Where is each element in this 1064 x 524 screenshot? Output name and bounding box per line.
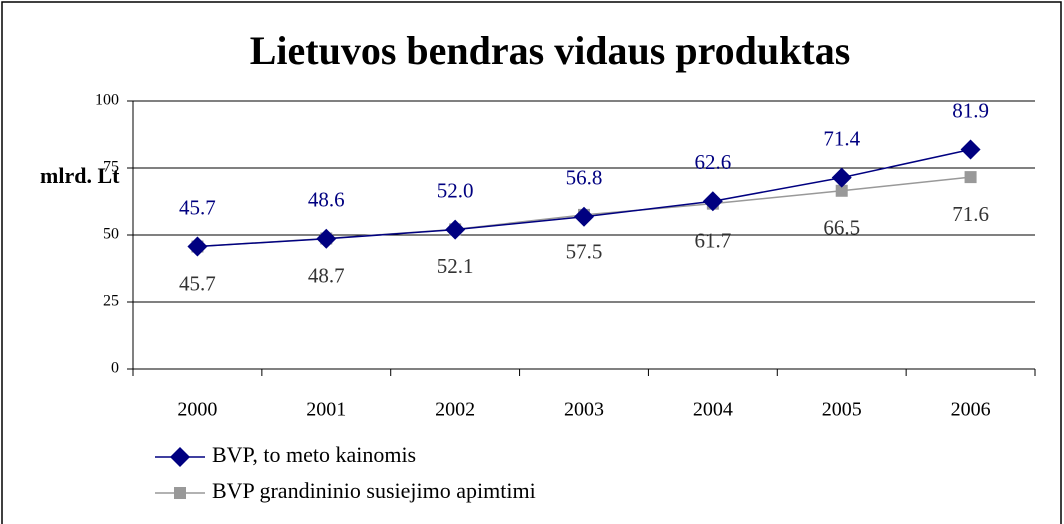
x-tick-label: 2002 xyxy=(435,399,475,421)
data-label: 61.7 xyxy=(694,228,731,252)
legend-marker xyxy=(174,487,186,499)
y-tick-label: 75 xyxy=(103,159,119,176)
point xyxy=(445,219,466,240)
x-tick-label: 2004 xyxy=(693,399,733,421)
y-tick-label: 50 xyxy=(103,226,119,243)
data-label: 45.7 xyxy=(179,271,216,295)
chart-title: Lietuvos bendras vidaus produktas xyxy=(250,28,851,73)
x-tick-label: 2000 xyxy=(177,399,217,421)
x-tick-label: 2003 xyxy=(564,399,604,421)
y-axis-label: mlrd. Lt xyxy=(40,163,120,188)
point xyxy=(831,167,852,188)
x-tick-label: 2005 xyxy=(822,399,862,421)
point xyxy=(835,184,848,197)
data-label: 66.5 xyxy=(823,216,860,240)
legend-label: BVP, to meto kainomis xyxy=(212,442,416,467)
point xyxy=(187,236,208,257)
legend-marker xyxy=(170,447,190,467)
data-label: 48.6 xyxy=(308,188,345,212)
point xyxy=(964,171,977,184)
point xyxy=(574,206,594,227)
y-tick-label: 25 xyxy=(103,293,119,310)
data-label: 52.0 xyxy=(437,178,474,202)
point xyxy=(702,191,723,212)
data-label: 62.6 xyxy=(694,150,731,174)
point xyxy=(960,139,981,160)
y-tick-label: 100 xyxy=(95,92,119,109)
data-label: 45.7 xyxy=(179,195,216,219)
data-label: 56.8 xyxy=(566,166,603,190)
data-label: 48.7 xyxy=(308,263,345,287)
data-label: 57.5 xyxy=(566,240,603,264)
x-tick-label: 2006 xyxy=(951,399,991,421)
data-label: 71.6 xyxy=(952,202,989,226)
y-tick-label: 0 xyxy=(111,360,119,377)
point xyxy=(316,228,337,249)
x-tick-label: 2001 xyxy=(306,399,346,421)
data-label: 71.4 xyxy=(823,126,860,150)
data-label: 52.1 xyxy=(437,254,474,278)
data-label: 81.9 xyxy=(952,98,989,122)
legend-label: BVP grandininio susiejimo apimtimi xyxy=(212,478,536,503)
